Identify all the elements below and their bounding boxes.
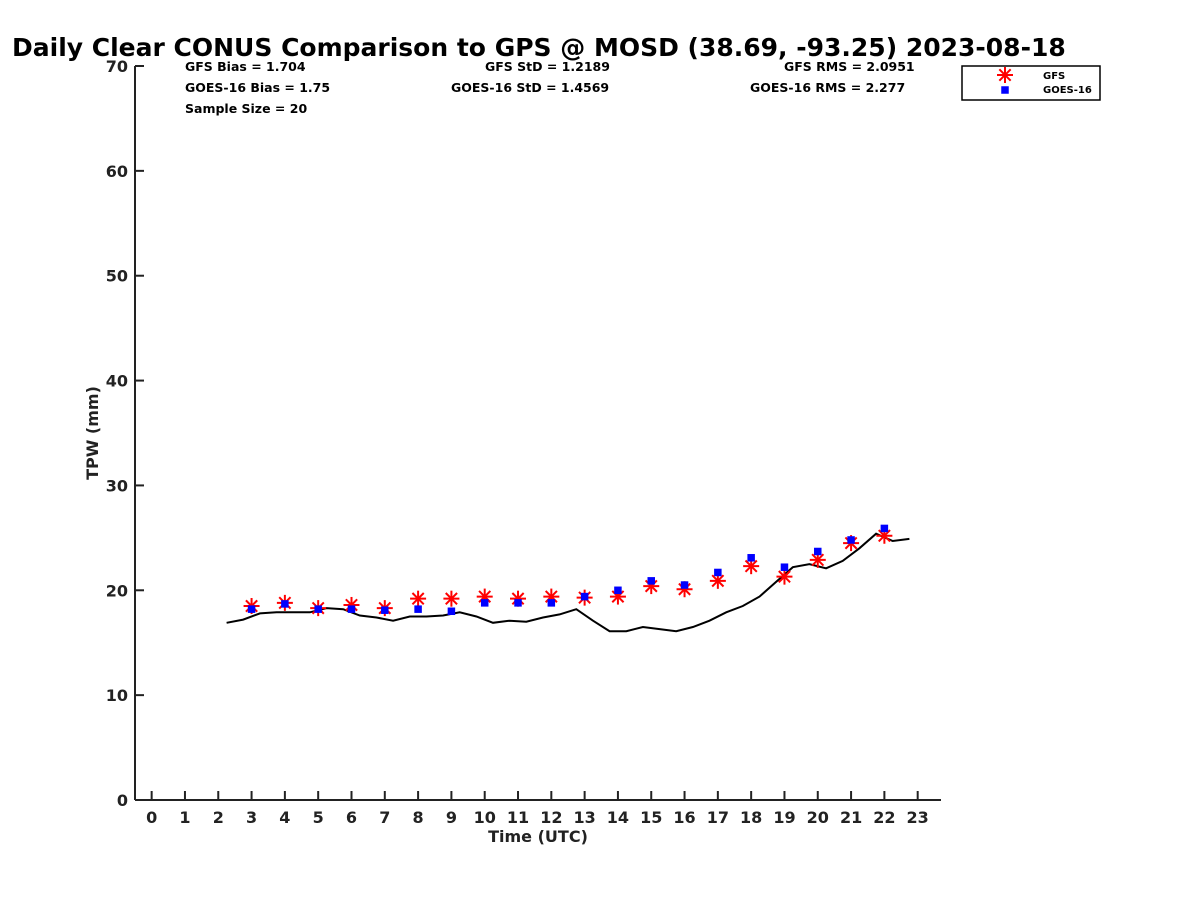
goes-point: [814, 547, 822, 556]
goes-point: [680, 581, 689, 589]
goes-point: [381, 606, 389, 614]
goes-bias-stat: GOES-16 Bias = 1.75: [185, 80, 330, 95]
x-tick-label: 4: [279, 808, 290, 827]
legend-box: [961, 65, 1101, 101]
x-tick-label: 9: [446, 808, 457, 827]
gfs-point: [776, 568, 793, 585]
y-tick-label: 60: [106, 162, 128, 181]
goes-point: [780, 563, 789, 571]
x-tick-label: 8: [413, 808, 424, 827]
goes-point: [647, 577, 655, 585]
x-tick-label: 16: [673, 808, 695, 827]
goes-point: [547, 599, 556, 607]
legend: GFS GOES-16: [961, 65, 1101, 101]
goes-point: [514, 599, 522, 607]
y-tick-label: 50: [106, 267, 128, 286]
y-tick-label: 20: [106, 581, 128, 600]
goes-point: [447, 607, 456, 616]
y-tick-label: 30: [106, 476, 128, 495]
gfs-std-stat: GFS StD = 1.2189: [485, 59, 610, 74]
legend-gfs-symbol: [997, 67, 1013, 83]
x-tick-label: 17: [707, 808, 729, 827]
x-tick-label: 3: [246, 808, 257, 827]
y-tick-label: 0: [117, 791, 128, 810]
gps-line-layer: [226, 532, 910, 633]
x-tick-label: 15: [640, 808, 662, 827]
x-tick-label: 14: [607, 808, 629, 827]
x-tick-label: 20: [807, 808, 829, 827]
marker-layer: [243, 524, 893, 617]
y-tick-label: 40: [106, 372, 128, 391]
x-tick-label: 22: [873, 808, 895, 827]
legend-marker-goes: [1001, 86, 1009, 94]
x-tick-label: 1: [179, 808, 190, 827]
x-tick-label: 0: [146, 808, 157, 827]
y-tick-label: 70: [106, 57, 128, 76]
chart-title: Daily Clear CONUS Comparison to GPS @ MO…: [12, 33, 1066, 62]
x-tick-label: 12: [540, 808, 562, 827]
goes-point: [347, 605, 356, 613]
goes-rms-stat: GOES-16 RMS = 2.277: [750, 80, 905, 95]
x-tick-label: 6: [346, 808, 357, 827]
y-axis-label: TPW (mm): [83, 386, 102, 480]
x-tick-label: 11: [507, 808, 529, 827]
goes-point: [714, 568, 722, 577]
gfs-point: [410, 590, 427, 607]
x-axis-label: Time (UTC): [488, 827, 588, 846]
legend-label-goes: GOES-16: [1043, 85, 1092, 96]
goes-point: [480, 599, 489, 607]
goes-point: [281, 600, 289, 608]
legend-goes-symbol: [1001, 86, 1009, 94]
gfs-point: [343, 596, 360, 613]
goes-std-stat: GOES-16 StD = 1.4569: [451, 80, 609, 95]
x-tick-label: 13: [573, 808, 595, 827]
x-tick-label: 21: [840, 808, 862, 827]
x-tick-label: 19: [773, 808, 795, 827]
x-tick-label: 10: [474, 808, 496, 827]
gps-series-line: [226, 532, 910, 633]
gfs-point: [609, 588, 626, 605]
goes-point: [880, 524, 889, 533]
goes-point: [580, 592, 589, 601]
x-tick-label: 18: [740, 808, 762, 827]
gfs-point: [443, 590, 460, 607]
goes-point: [314, 605, 322, 613]
legend-label-gfs: GFS: [1043, 71, 1065, 82]
goes-point: [414, 605, 422, 613]
sample-size-stat: Sample Size = 20: [185, 101, 307, 116]
stats-block: GFS Bias = 1.704 GOES-16 Bias = 1.75 Sam…: [185, 59, 915, 116]
goes-point: [747, 554, 755, 562]
gfs-rms-stat: GFS RMS = 2.0951: [784, 59, 915, 74]
goes-point: [614, 586, 622, 595]
x-tick-label: 7: [379, 808, 390, 827]
goes-point: [247, 605, 256, 613]
x-tick-label: 5: [313, 808, 324, 827]
goes-point: [847, 536, 855, 544]
x-tick-label: 2: [213, 808, 224, 827]
y-tick-label: 10: [106, 686, 128, 705]
x-tick-label: 23: [907, 808, 929, 827]
gfs-bias-stat: GFS Bias = 1.704: [185, 59, 306, 74]
legend-marker-gfs: [997, 67, 1013, 83]
